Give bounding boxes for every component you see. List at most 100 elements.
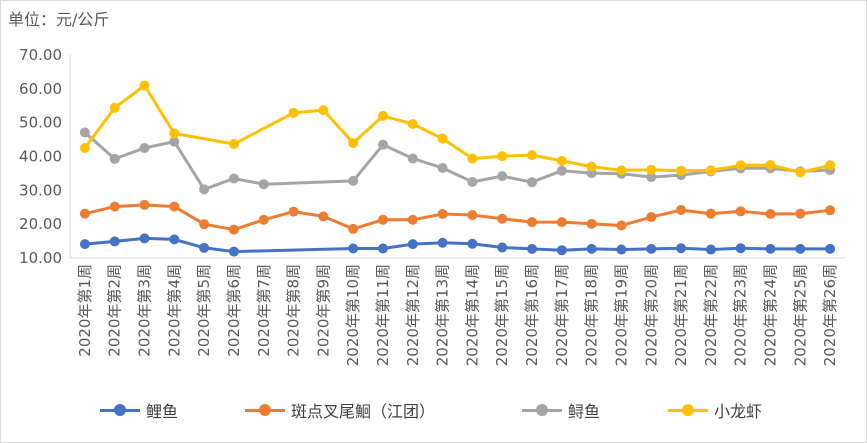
x-tick-label: 2020年第16周 [523,264,541,366]
data-point [228,138,239,149]
data-point [735,243,746,254]
series-line [83,84,831,174]
data-point [735,206,746,217]
data-point [646,164,657,175]
data-point [765,243,776,254]
data-point [616,220,627,231]
legend-label: 鲟鱼 [568,402,601,421]
data-point [348,223,359,234]
data-point [169,128,180,139]
data-point [318,105,329,116]
data-point [556,155,567,166]
data-point [109,201,120,212]
x-tick-label: 2020年第13周 [434,264,452,366]
y-tick-label: 30.00 [19,181,62,199]
series-4 [79,80,836,178]
x-tick-label: 2020年第20周 [642,264,660,366]
data-point [765,159,776,170]
legend-label: 鲤鱼 [146,402,179,421]
data-point [437,163,448,174]
x-tick-label: 2020年第6周 [225,264,243,357]
legend-item: 鲤鱼 [100,398,178,422]
x-tick-label: 2020年第7周 [255,264,273,357]
data-point [646,243,657,254]
data-point [616,165,627,176]
data-point [258,214,269,225]
data-point [348,137,359,148]
x-tick-label: 2020年第2周 [106,264,124,357]
data-point [228,173,239,184]
x-tick-label: 2020年第8周 [285,264,303,357]
data-point [646,212,657,223]
data-point [79,208,90,219]
x-tick-label: 2020年第24周 [761,264,779,366]
data-point [825,160,836,171]
x-tick-label: 2020年第3周 [136,264,154,357]
data-point [467,153,478,164]
data-point [407,214,418,225]
data-point [705,244,716,255]
data-point [586,161,597,172]
data-point [377,243,388,254]
chart-legend: 鲤鱼 斑点叉尾鮰（江团） 鲟鱼 小龙虾 [0,398,867,428]
data-point [765,209,776,220]
unit-label: 单位：元/公斤 [8,10,110,29]
data-point [199,219,210,230]
data-point [705,165,716,176]
legend-swatch [100,403,140,417]
data-point [407,239,418,250]
legend-swatch [668,403,708,417]
data-point [527,217,538,228]
data-point [109,102,120,113]
y-tick-label: 50.00 [19,114,62,132]
data-point [139,143,150,154]
data-point [586,218,597,229]
x-tick-label: 2020年第25周 [791,264,809,366]
data-point [79,127,90,138]
legend-swatch [522,403,562,417]
data-point [825,243,836,254]
data-point [109,153,120,164]
data-point [79,239,90,250]
x-tick-label: 2020年第10周 [344,264,362,366]
data-point [676,204,687,215]
data-point [288,107,299,118]
data-point [139,199,150,210]
x-tick-label: 2020年第5周 [195,264,213,357]
data-point [556,165,567,176]
y-tick-label: 60.00 [19,80,62,98]
legend-item: 小龙虾 [668,398,762,422]
data-point [169,201,180,212]
data-point [795,208,806,219]
data-point [407,153,418,164]
series-line [84,236,831,254]
series-2 [79,199,836,235]
data-point [527,177,538,188]
data-point [616,244,627,255]
data-point [646,172,657,183]
series-1 [79,233,836,257]
x-tick-label: 2020年第14周 [463,264,481,366]
x-tick-label: 2020年第19周 [612,264,630,366]
y-tick-label: 10.00 [19,249,62,267]
x-tick-label: 2020年第11周 [374,264,392,366]
y-tick-label: 70.00 [19,46,62,64]
data-point [676,243,687,254]
x-tick-label: 2020年第15周 [493,264,511,366]
data-point [139,233,150,244]
data-point [467,238,478,249]
data-point [348,175,359,186]
x-tick-label: 2020年第1周 [76,264,94,357]
data-point [199,242,210,253]
data-point [735,160,746,171]
data-point [497,213,508,224]
data-point [586,243,597,254]
data-point [795,167,806,178]
x-tick-label: 2020年第21周 [672,264,690,366]
legend-label: 小龙虾 [714,402,763,421]
data-point [139,80,150,91]
data-point [169,136,180,147]
x-tick-label: 2020年第22周 [702,264,720,366]
data-point [348,243,359,254]
